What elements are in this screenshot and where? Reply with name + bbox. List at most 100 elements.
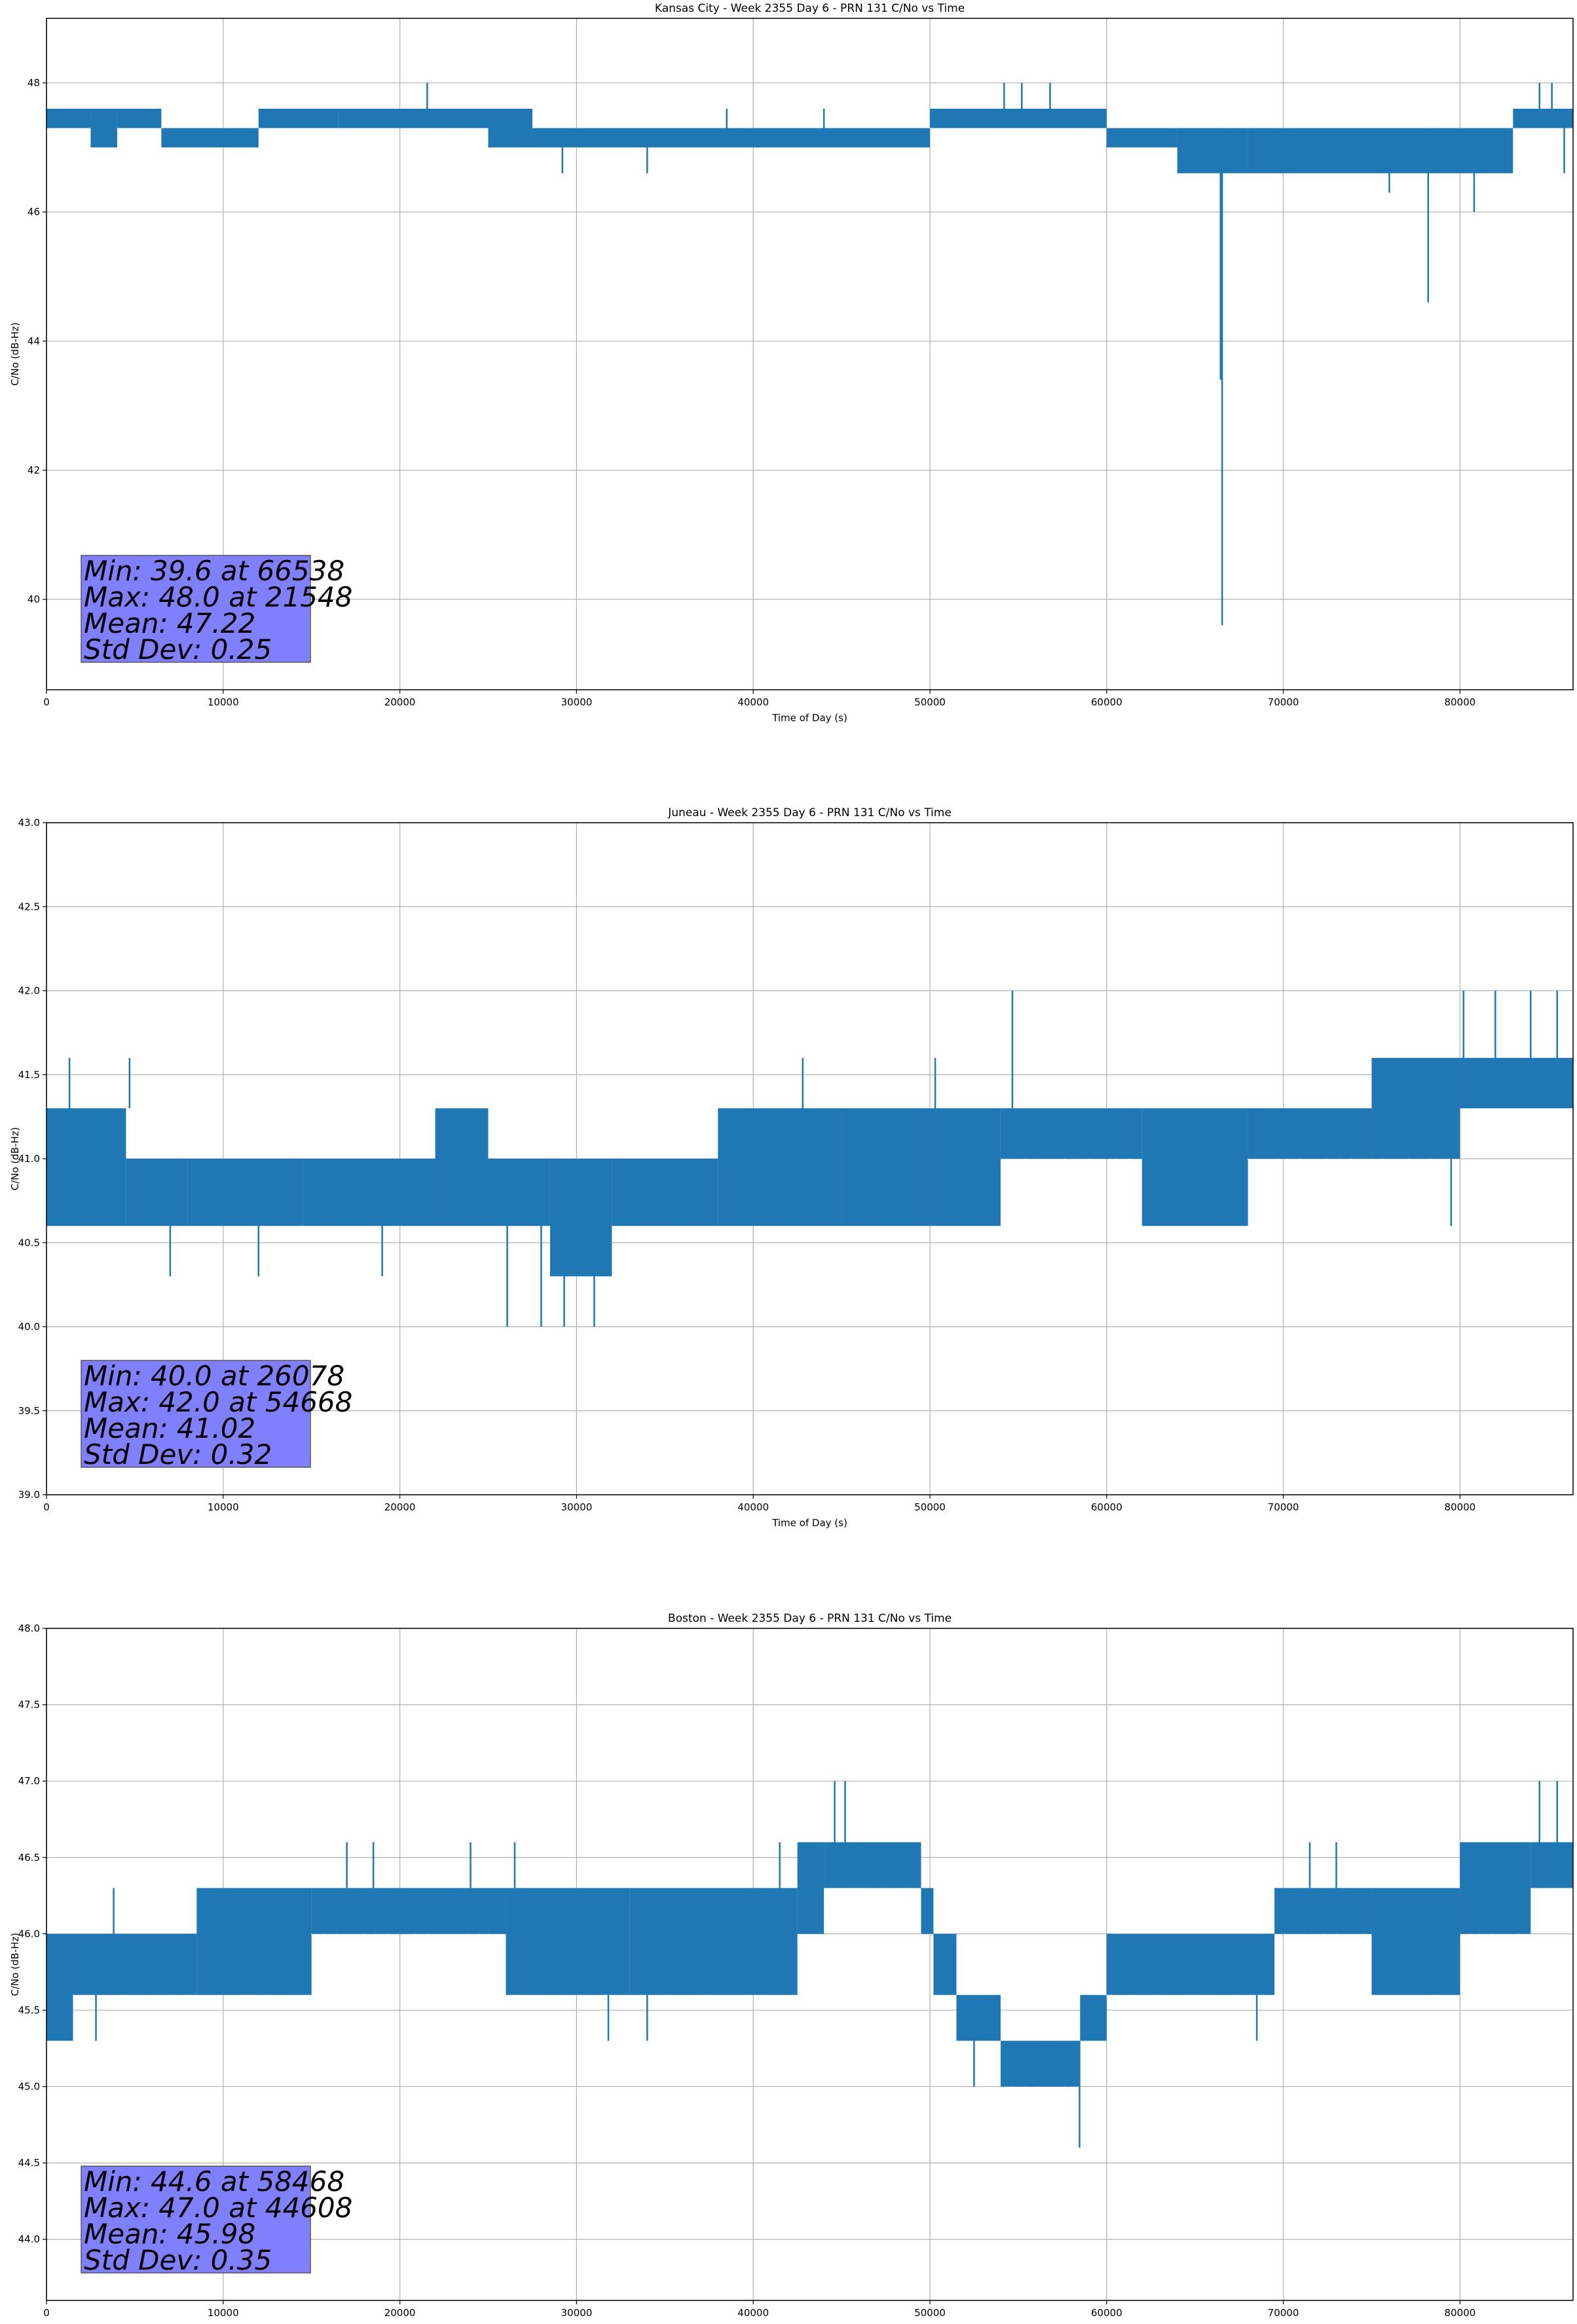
data-band [1248, 128, 1513, 174]
x-tick-label: 10000 [208, 1501, 239, 1513]
chart-title: Kansas City - Week 2355 Day 6 - PRN 131 … [655, 2, 965, 15]
data-band [311, 1888, 506, 1934]
stats-line: Min: 44.6 at 58468 [84, 2165, 344, 2198]
chart-kansas-city: Kansas City - Week 2355 Day 6 - PRN 131 … [9, 2, 1574, 724]
data-band [435, 1108, 489, 1226]
data-band [46, 1934, 73, 2041]
y-tick-label: 40.0 [18, 1321, 40, 1333]
stats-line: Max: 42.0 at 54668 [84, 1386, 352, 1418]
data-band [196, 1888, 312, 1995]
plot-frame [46, 1628, 1574, 2301]
x-tick-label: 40000 [737, 2307, 769, 2319]
stats-box-background [81, 555, 311, 663]
data-band [1318, 1888, 1372, 1934]
data-band [126, 1159, 188, 1226]
y-tick-label: 40.5 [18, 1237, 40, 1248]
x-tick-label: 10000 [208, 2307, 239, 2319]
chart-boston: Boston - Week 2355 Day 6 - PRN 131 C/No … [9, 1612, 1574, 2324]
data-band [1460, 1842, 1531, 1934]
stats-box-background [81, 2165, 311, 2274]
data-band [797, 1842, 825, 1934]
data-band [90, 108, 117, 148]
data-band [488, 108, 532, 148]
x-axis-label: Time of Day (s) [771, 712, 847, 724]
y-tick-label: 39.0 [18, 1489, 40, 1501]
data-band [46, 108, 91, 128]
stats-line: Max: 48.0 at 21548 [84, 581, 352, 613]
stats-line: Min: 40.0 at 26078 [84, 1360, 344, 1392]
data-band [1080, 1995, 1107, 2041]
y-tick-label: 41.5 [18, 1069, 40, 1081]
data-band [1371, 1058, 1460, 1159]
data-band [506, 1888, 630, 1995]
x-tick-label: 80000 [1444, 1501, 1475, 1513]
data-band [956, 1995, 1001, 2041]
x-tick-label: 20000 [384, 2307, 416, 2319]
x-tick-label: 30000 [561, 2307, 593, 2319]
data-band [929, 108, 1107, 128]
x-tick-label: 20000 [384, 696, 416, 708]
data-band [1106, 128, 1178, 148]
y-tick-label: 46.5 [18, 1852, 40, 1864]
x-tick-label: 40000 [737, 696, 769, 708]
x-tick-label: 70000 [1268, 1501, 1299, 1513]
x-tick-label: 10000 [208, 696, 239, 708]
data-band [1106, 1934, 1275, 1995]
y-tick-label: 47.0 [18, 1775, 40, 1787]
data-band [629, 1888, 798, 1995]
data-band [1177, 128, 1248, 174]
x-tick-label: 60000 [1091, 2307, 1122, 2319]
data-band [921, 1888, 934, 1934]
y-tick-label: 42.0 [18, 985, 40, 997]
data-band [824, 1842, 921, 1888]
x-tick-label: 60000 [1091, 1501, 1122, 1513]
data-band [1000, 2040, 1081, 2087]
data-band [1460, 1058, 1573, 1109]
y-tick-label: 44.0 [18, 2234, 40, 2245]
data-band [933, 1934, 957, 1995]
data-band [1371, 1888, 1460, 1995]
y-tick-label: 45.0 [18, 2081, 40, 2093]
y-tick-label: 48 [28, 77, 40, 89]
data-band [161, 128, 259, 148]
y-tick-label: 48.0 [18, 1622, 40, 1634]
data-band [929, 1108, 1001, 1226]
x-tick-label: 60000 [1091, 696, 1122, 708]
chart-title: Juneau - Week 2355 Day 6 - PRN 131 C/No … [667, 806, 952, 819]
chart-title: Boston - Week 2355 Day 6 - PRN 131 C/No … [668, 1612, 952, 1625]
stats-line: Mean: 41.02 [84, 1412, 255, 1444]
y-tick-label: 39.5 [18, 1405, 40, 1417]
x-tick-label: 0 [43, 696, 50, 708]
x-tick-label: 80000 [1444, 2307, 1475, 2319]
data-series [46, 1781, 1573, 2148]
y-tick-label: 45.5 [18, 2004, 40, 2016]
y-tick-label: 44.5 [18, 2157, 40, 2169]
grid [46, 18, 1573, 690]
stats-line: Std Dev: 0.32 [84, 1438, 272, 1471]
stats-line: Mean: 47.22 [84, 607, 255, 639]
data-series [46, 83, 1573, 626]
x-tick-label: 30000 [561, 696, 593, 708]
chart-juneau: Juneau - Week 2355 Day 6 - PRN 131 C/No … [9, 806, 1574, 1529]
stats-line: Max: 47.0 at 44608 [84, 2192, 352, 2224]
plot-frame [46, 18, 1574, 690]
x-tick-label: 40000 [737, 1501, 769, 1513]
data-band [338, 108, 489, 128]
y-axis-label: C/No (dB-Hz) [9, 1933, 21, 1996]
data-band [842, 1108, 930, 1226]
stats-line: Min: 39.6 at 66538 [84, 555, 344, 587]
x-tick-label: 50000 [914, 1501, 946, 1513]
y-tick-label: 40 [28, 593, 40, 605]
y-axis-label: C/No (dB-Hz) [9, 1127, 21, 1191]
y-tick-label: 42 [28, 464, 40, 476]
x-tick-label: 50000 [914, 696, 946, 708]
y-axis-label: C/No (dB-Hz) [9, 322, 21, 386]
y-tick-label: 41.0 [18, 1153, 40, 1165]
x-axis-label: Time of Day (s) [771, 2323, 847, 2324]
data-band [488, 1159, 550, 1226]
y-tick-label: 47.5 [18, 1699, 40, 1711]
data-band [117, 108, 162, 128]
x-tick-label: 80000 [1444, 696, 1475, 708]
